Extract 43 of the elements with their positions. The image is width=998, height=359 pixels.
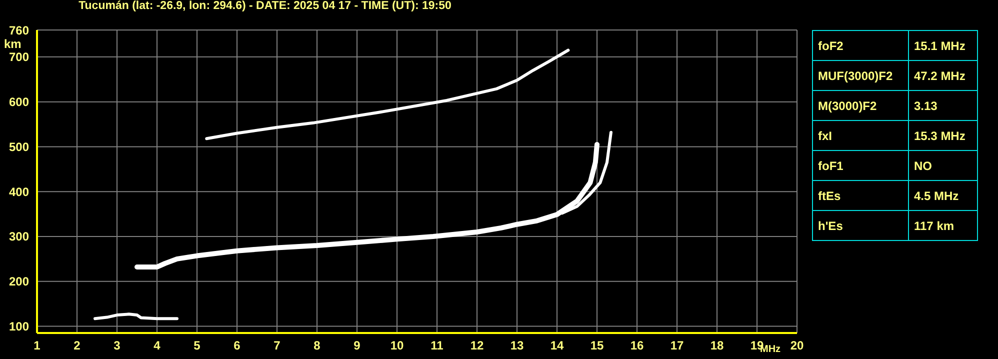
text: MUF(3000)F2 (812, 60, 908, 90)
text: NO (908, 150, 978, 180)
x-tick-label: 18 (710, 338, 724, 353)
x-tick-label: 20 (790, 338, 804, 353)
x-tick-label: 15 (590, 338, 604, 353)
text: h'Es (812, 210, 908, 240)
y-tick-label: 760 (8, 23, 30, 38)
x-tick-label: 2 (74, 338, 81, 353)
y-tick-label: 100 (8, 320, 30, 334)
x-tick-label: 7 (274, 338, 281, 353)
x-tick-label: 6 (234, 338, 241, 353)
y-tick-label: 600 (8, 95, 30, 110)
text: 15.1 MHz (908, 30, 978, 60)
x-tick-label: 8 (314, 338, 321, 353)
x-tick-label: 11 (430, 338, 444, 353)
y-tick-label: 400 (8, 184, 30, 199)
x-tick-label: 17 (670, 338, 684, 353)
x-tick-label: 4 (154, 338, 161, 353)
text: 15.3 MHz (908, 120, 978, 150)
y-tick-label: 300 (8, 230, 30, 244)
text: foF2 (812, 30, 908, 60)
text: 4.5 MHz (908, 180, 978, 210)
x-tick-label: 3 (114, 338, 121, 353)
text: ftEs (812, 180, 908, 210)
x-tick-label: 1 (34, 338, 41, 353)
text: 117 km (908, 210, 978, 240)
x-tick-label: 13 (510, 338, 524, 353)
chart-title: Tucumán (lat: -26.9, lon: 294.6) - DATE: 2025 04 17 - TIME (UT): 19:50 (78, 0, 452, 12)
x-tick-label: 12 (470, 338, 484, 353)
y-tick-label: 700 (8, 50, 30, 64)
x-tick-label: 9 (354, 338, 361, 353)
y-tick-label: 500 (8, 140, 30, 154)
x-tick-label: 14 (550, 338, 564, 353)
y-tick-label: 200 (8, 274, 30, 289)
x-tick-label: 5 (194, 338, 201, 353)
y-axis-title: km (4, 37, 22, 51)
x-tick-label: 16 (630, 338, 644, 353)
x-tick-label: 10 (390, 338, 404, 353)
text: M(3000)F2 (812, 90, 908, 120)
text: 47.2 MHz (908, 60, 978, 90)
text: fxI (812, 120, 908, 150)
text: foF1 (812, 150, 908, 180)
text: 3.13 (908, 90, 978, 120)
